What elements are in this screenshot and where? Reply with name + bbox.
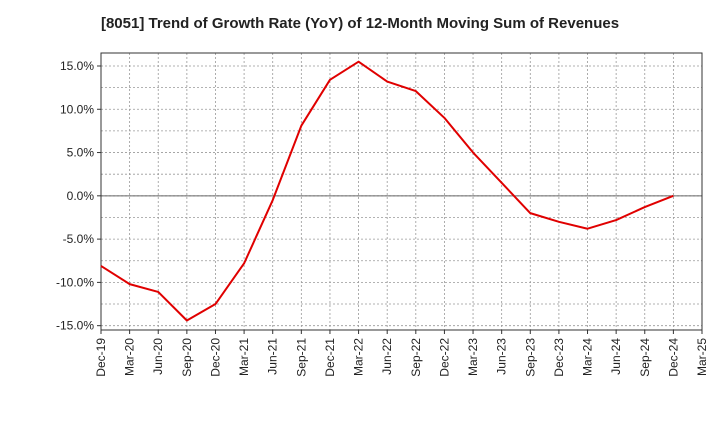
- x-tick-label: Jun-20: [151, 338, 165, 375]
- y-tick-label: -5.0%: [63, 232, 95, 246]
- y-tick-label: 0.0%: [67, 189, 95, 203]
- x-tick-label: Dec-21: [323, 338, 337, 377]
- x-tick-label: Mar-23: [466, 338, 480, 376]
- y-tick-label: -15.0%: [56, 319, 94, 333]
- plot-frame: [100, 52, 703, 331]
- x-tick-label: Mar-25: [695, 338, 709, 376]
- series-line: [100, 60, 674, 322]
- x-tick-label: Sep-21: [294, 338, 308, 377]
- y-tick-label: -10.0%: [56, 275, 94, 289]
- x-tick-label: Sep-20: [180, 338, 194, 377]
- x-tick-label: Jun-24: [609, 338, 623, 375]
- plot-background: [101, 53, 702, 330]
- x-tick-label: Mar-24: [581, 338, 595, 376]
- x-tick-label: Dec-23: [552, 338, 566, 377]
- x-tick-label: Sep-23: [523, 338, 537, 377]
- x-tick-label: Dec-19: [94, 338, 108, 377]
- x-tick-label: Dec-22: [437, 338, 451, 377]
- x-tick-label: Sep-22: [409, 338, 423, 377]
- x-tick-label: Sep-24: [638, 338, 652, 377]
- y-tick-label: 5.0%: [67, 146, 95, 160]
- x-tick-label: Dec-20: [208, 338, 222, 377]
- x-tick-label: Mar-22: [352, 338, 366, 376]
- y-tick-label: 15.0%: [60, 59, 94, 73]
- x-tick-label: Mar-20: [123, 338, 137, 376]
- y-tick-label: 10.0%: [60, 102, 94, 116]
- chart-title: [8051] Trend of Growth Rate (YoY) of 12-…: [100, 15, 620, 32]
- x-tick-label: Dec-24: [666, 338, 680, 377]
- x-tick-label: Jun-21: [266, 338, 280, 375]
- x-tick-label: Jun-23: [495, 338, 509, 375]
- x-tick-label: Mar-21: [237, 338, 251, 376]
- x-tick-label: Jun-22: [380, 338, 394, 375]
